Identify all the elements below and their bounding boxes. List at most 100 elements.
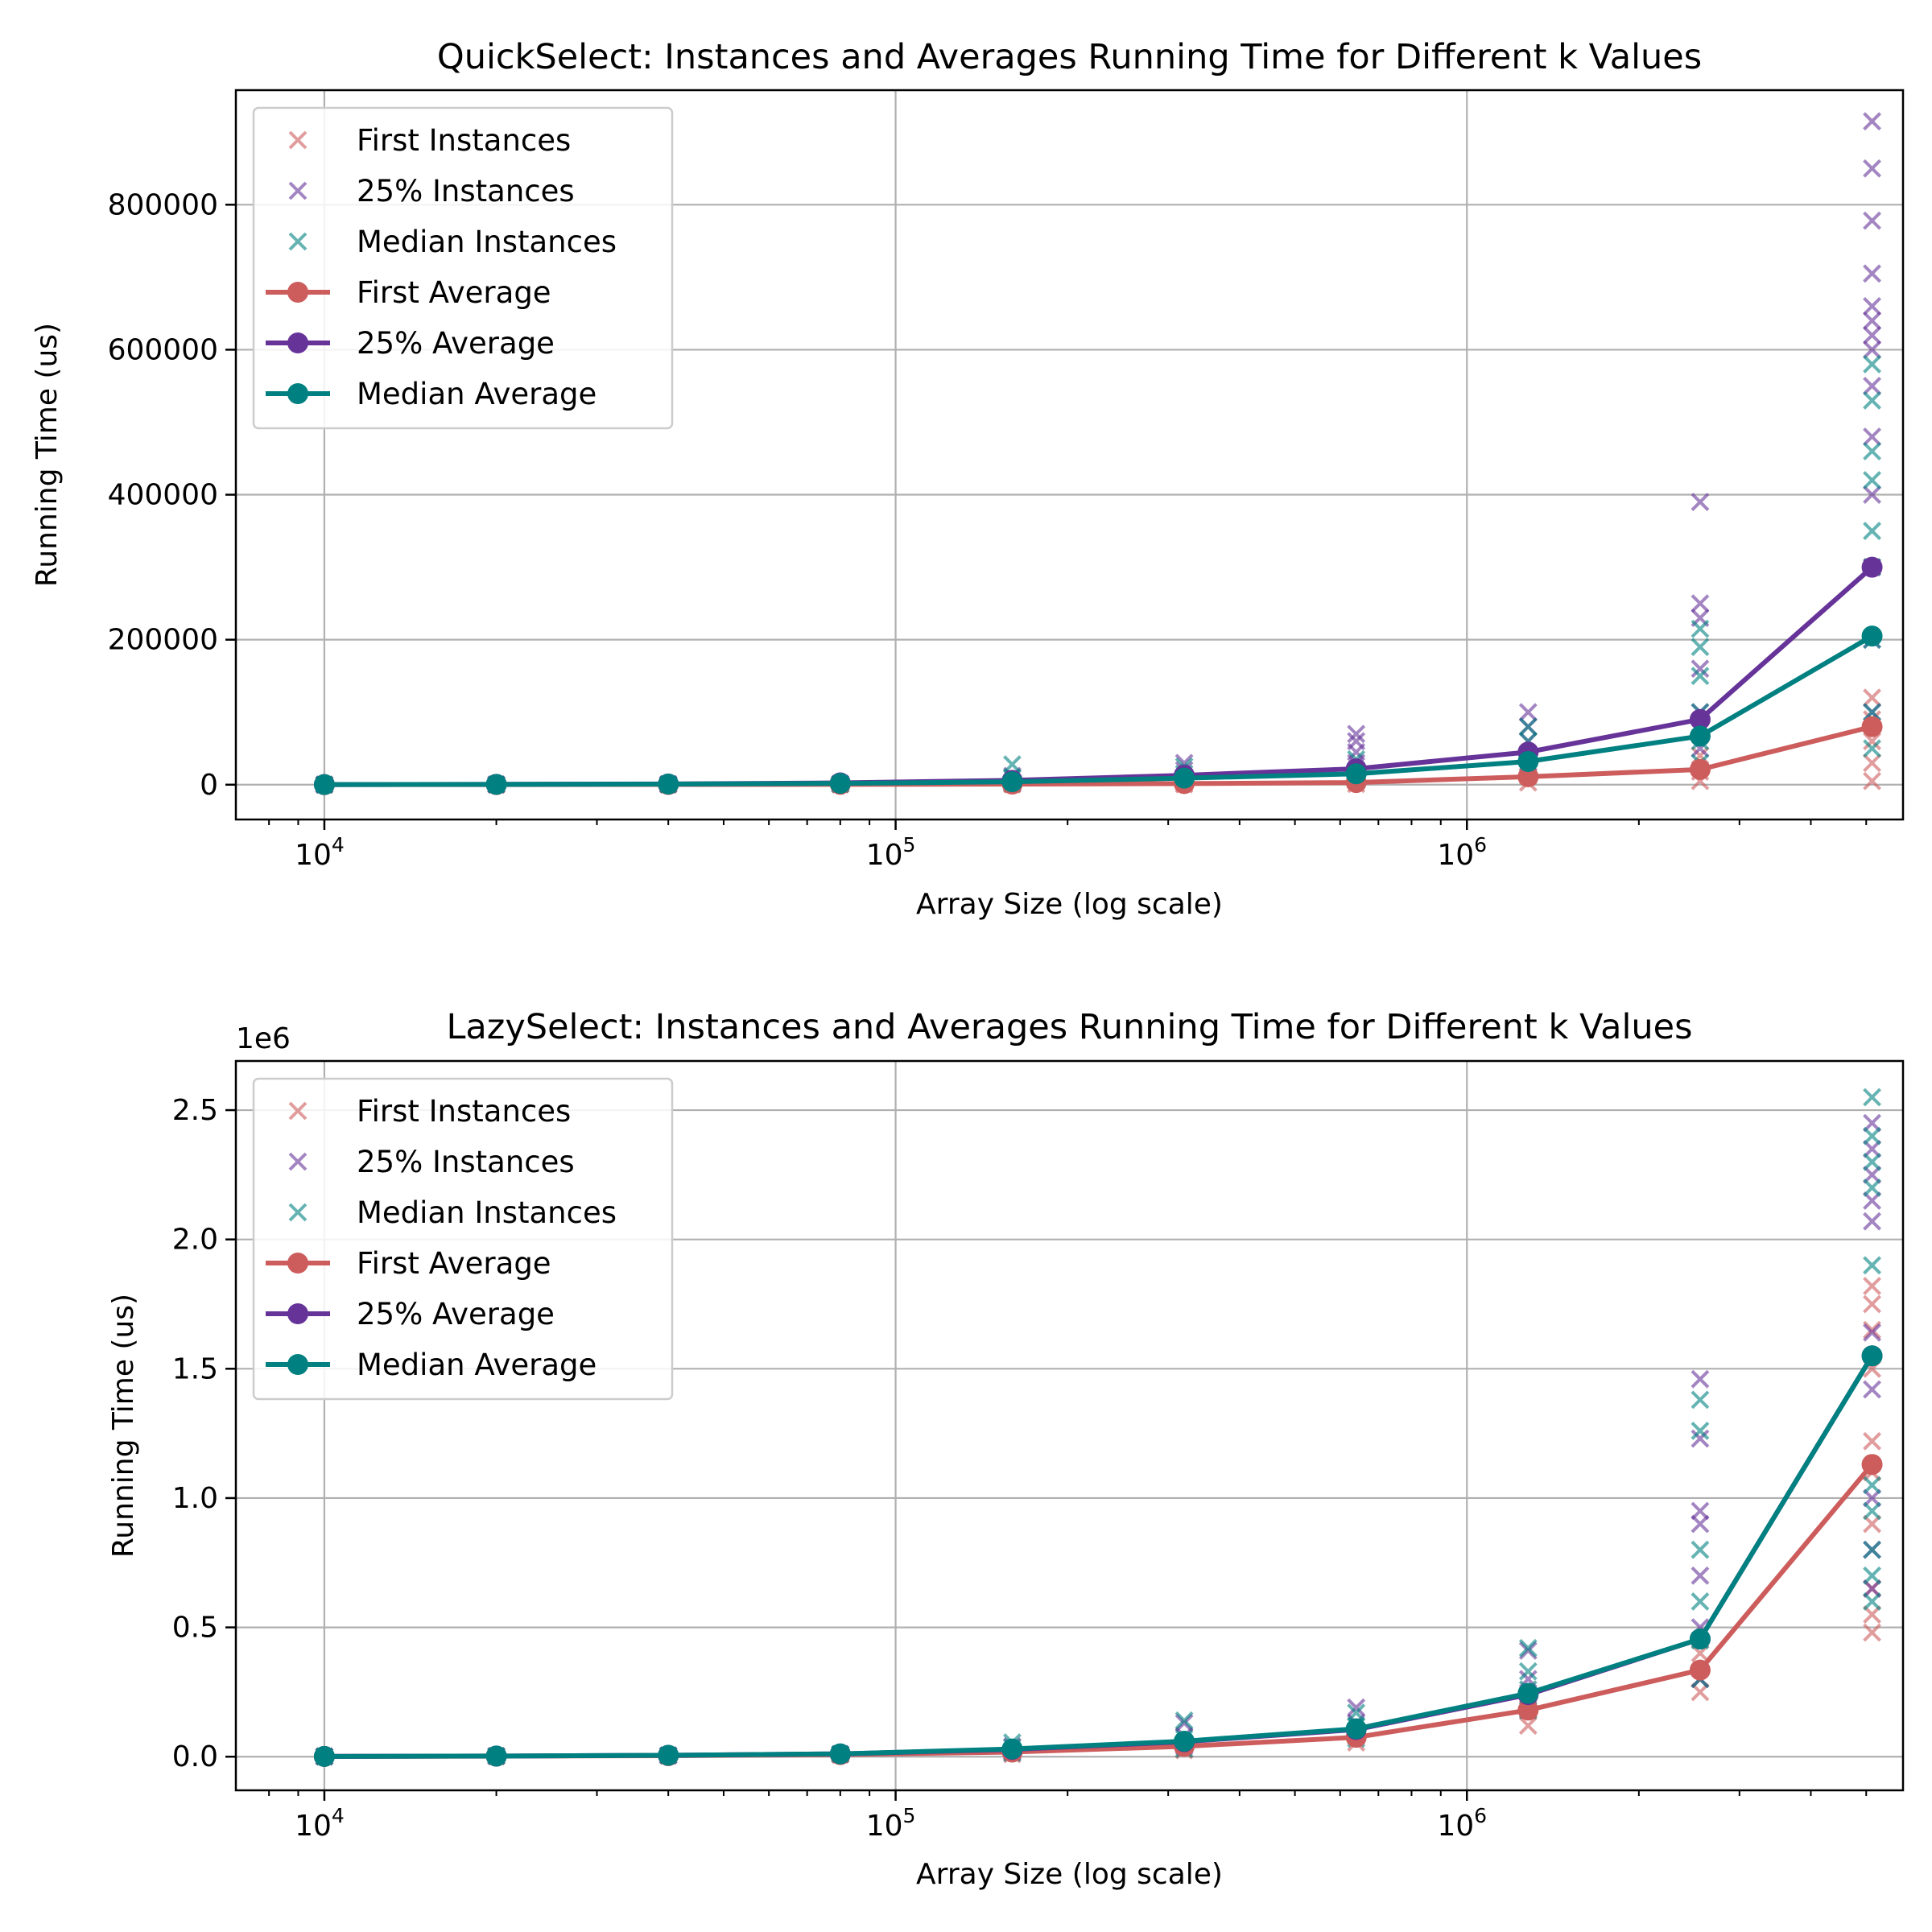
series-point bbox=[1517, 766, 1539, 787]
x-tick-base: 10 bbox=[1437, 839, 1474, 872]
y-tick-label: 2.5 bbox=[172, 1094, 218, 1127]
y-tick-label: 2.0 bbox=[172, 1224, 218, 1257]
scatter-point bbox=[1347, 724, 1366, 744]
scatter-point bbox=[1863, 1566, 1881, 1585]
x-tick-exponent: 4 bbox=[332, 833, 345, 857]
x-tick-base: 10 bbox=[866, 1810, 903, 1843]
scatter-point bbox=[1347, 1698, 1366, 1717]
scatter-point bbox=[1863, 340, 1881, 359]
scatter-point bbox=[1863, 377, 1881, 395]
legend-box bbox=[252, 1077, 674, 1401]
series-point bbox=[1345, 763, 1367, 785]
legend-label: Median Average bbox=[357, 377, 597, 411]
y-tick-label: 0 bbox=[200, 769, 218, 802]
scatter-point bbox=[1690, 667, 1710, 686]
y-axis-label: Running Time (us) bbox=[31, 323, 64, 587]
scatter-point bbox=[1863, 1277, 1881, 1295]
x-tick-label: 104 bbox=[295, 1804, 345, 1843]
scatter-point bbox=[1518, 717, 1538, 737]
scatter-point bbox=[1863, 1152, 1881, 1171]
scatter-point bbox=[1518, 703, 1538, 722]
series-point bbox=[658, 1744, 679, 1766]
scatter-point bbox=[1863, 1126, 1881, 1146]
scatter-point bbox=[1690, 1540, 1710, 1559]
scatter-point bbox=[1347, 1703, 1366, 1723]
legend-marker bbox=[287, 332, 308, 353]
legend-label: 25% Average bbox=[357, 1297, 555, 1331]
series-point bbox=[313, 1745, 335, 1767]
x-tick-base: 10 bbox=[295, 1810, 332, 1843]
scatter-point bbox=[1863, 325, 1881, 345]
scatter-point bbox=[1863, 1380, 1881, 1399]
x-tick-exponent: 6 bbox=[1474, 833, 1487, 857]
scatter-point bbox=[1863, 442, 1881, 460]
scatter-point bbox=[1518, 1716, 1538, 1736]
scatter-point bbox=[1863, 485, 1881, 504]
scatter-point bbox=[1863, 703, 1881, 722]
legend-label: First Average bbox=[357, 1246, 551, 1281]
series-point bbox=[1001, 1738, 1023, 1760]
scatter-point bbox=[1690, 1501, 1710, 1521]
scatter-point bbox=[1518, 1638, 1538, 1657]
x-axis-label: Array Size (log scale) bbox=[916, 888, 1223, 921]
scatter-point bbox=[1863, 1476, 1881, 1495]
chart-title: QuickSelect: Instances and Averages Runn… bbox=[437, 37, 1702, 77]
legend-marker bbox=[288, 181, 308, 200]
scatter-point bbox=[1863, 1540, 1881, 1559]
series-line bbox=[324, 634, 1874, 787]
scatter-point bbox=[1347, 732, 1366, 751]
scatter-point bbox=[1863, 471, 1881, 489]
scatter-point bbox=[1690, 1566, 1710, 1585]
scatter-point bbox=[1174, 1714, 1194, 1732]
x-tick-label: 105 bbox=[866, 1804, 916, 1843]
series-point bbox=[1345, 1718, 1367, 1740]
scatter-point bbox=[1863, 1431, 1881, 1451]
scatter-point bbox=[1690, 1592, 1710, 1611]
legend-marker bbox=[287, 1354, 308, 1375]
scatter-point bbox=[1690, 1390, 1710, 1410]
legend: First Instances 25% Instances Median Insta… bbox=[252, 106, 674, 430]
x-tick-exponent: 6 bbox=[1474, 1804, 1487, 1827]
legend-label: First Instances bbox=[357, 123, 571, 158]
chart-panels: 104 105 1060200000400000600000800000QuickS… bbox=[31, 37, 1905, 1891]
x-tick-exponent: 5 bbox=[903, 833, 916, 857]
scatter-point bbox=[1863, 688, 1881, 708]
x-tick-base: 10 bbox=[1437, 1810, 1474, 1843]
scatter-point bbox=[1863, 1088, 1881, 1107]
y-offset-label: 1e6 bbox=[236, 1022, 291, 1055]
legend-marker bbox=[287, 1253, 308, 1274]
series-point bbox=[1689, 758, 1711, 780]
chart-panel-1: 104 105 1060200000400000600000800000QuickS… bbox=[31, 37, 1905, 921]
scatter-point bbox=[1863, 355, 1881, 374]
legend-marker bbox=[288, 1152, 308, 1171]
series-point bbox=[829, 773, 851, 795]
x-tick-label: 106 bbox=[1437, 833, 1487, 872]
x-tick-base: 10 bbox=[295, 839, 332, 872]
scatter-point bbox=[1690, 638, 1710, 657]
series-point bbox=[1861, 556, 1883, 578]
scatter-point bbox=[1863, 1256, 1881, 1275]
axes-frame bbox=[234, 1059, 1905, 1792]
y-tick-label: 400000 bbox=[108, 479, 218, 512]
legend-marker bbox=[288, 130, 308, 150]
scatter-point bbox=[1690, 659, 1710, 679]
y-tick-label: 1.5 bbox=[172, 1352, 218, 1385]
legend-label: First Average bbox=[357, 275, 551, 310]
legend-marker bbox=[287, 383, 308, 404]
series-point bbox=[485, 1745, 507, 1767]
scatter-point bbox=[1863, 522, 1881, 540]
legend-marker bbox=[288, 232, 308, 251]
scatter-point bbox=[1863, 771, 1881, 791]
chart-title: LazySelect: Instances and Averages Runni… bbox=[446, 1007, 1692, 1047]
plot-area bbox=[313, 112, 1883, 795]
scatter-point bbox=[1863, 732, 1881, 751]
series-point bbox=[1689, 708, 1711, 730]
legend-label: 25% Average bbox=[357, 326, 555, 361]
scatter-point bbox=[1863, 1179, 1881, 1197]
y-tick-label: 0.5 bbox=[172, 1612, 218, 1645]
y-tick-label: 0.0 bbox=[172, 1740, 218, 1773]
x-tick-base: 10 bbox=[866, 839, 903, 872]
series-point bbox=[1517, 750, 1539, 772]
legend-marker bbox=[288, 1203, 308, 1222]
scatter-point bbox=[1863, 1320, 1881, 1340]
